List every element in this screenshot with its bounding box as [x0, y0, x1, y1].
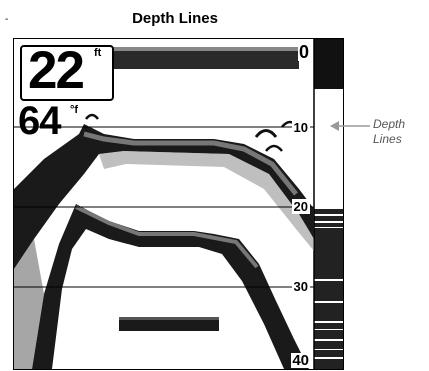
bottom-contour-lower-highlight: [75, 205, 259, 269]
depth-scale-label-0: 0: [297, 42, 310, 62]
callout-arrow-icon: [330, 121, 370, 131]
fish-arch: [265, 144, 283, 152]
bottom-contour-upper-highlight: [83, 131, 298, 196]
figure-heading: Depth Lines: [132, 10, 218, 27]
depth-bar-stripes: [314, 214, 343, 359]
depth-unit: ft: [94, 47, 102, 59]
callout-label: Depth Lines: [373, 117, 406, 146]
bottom-contour-upper: [14, 124, 314, 269]
depth-bar-top: [314, 39, 343, 89]
depth-bar-bottom: [314, 209, 343, 369]
depth-scale-label-20: 20: [291, 199, 310, 214]
upper-contour-fringe: [99, 151, 314, 251]
depth-scale-label-30: 30: [291, 279, 310, 294]
depth-scale-label-10: 10: [291, 120, 310, 135]
sonar-screen: 22 ft 64 °f 0 10 20 30 40: [13, 38, 344, 370]
depth-value: 22: [28, 41, 85, 100]
depth-scale-label-40: 40: [291, 352, 310, 369]
structure-return: [119, 317, 219, 331]
surface-clutter-edge: [109, 47, 299, 51]
left-edge-speckle: [14, 239, 44, 369]
fish-arch: [254, 129, 278, 138]
fish-arch: [85, 113, 99, 120]
page-corner-mark: -: [5, 14, 9, 25]
surface-clutter: [109, 47, 299, 69]
temperature-unit: °f: [70, 104, 79, 116]
depth-readout: 22 ft: [20, 41, 114, 101]
temperature-value: 64: [18, 99, 61, 143]
